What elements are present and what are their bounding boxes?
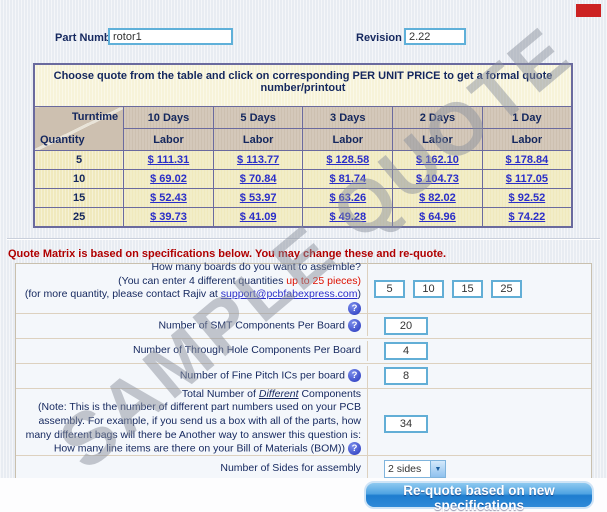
column-header-3-days: 3 Days [302, 106, 394, 129]
price-link[interactable]: $ 117.05 [505, 173, 548, 185]
sides-select-value: 2 sides [388, 462, 422, 475]
price-link[interactable]: $ 53.97 [239, 192, 277, 204]
different-components-row: Total Number of Different Components (No… [16, 384, 591, 460]
smt-components-label: Number of SMT Components Per Board? [16, 316, 368, 336]
max-pieces-warning: up to 25 pieces) [286, 274, 361, 287]
red-marker [576, 4, 601, 17]
fine-pitch-ics-label: Number of Fine Pitch ICs per board? [16, 366, 368, 386]
quantity-cell: 25 [33, 207, 125, 227]
quantity-input-4[interactable] [491, 279, 522, 298]
price-link[interactable]: $ 64.96 [419, 210, 456, 223]
turntime-label: Turntime [71, 111, 119, 123]
price-link[interactable]: $ 92.52 [508, 192, 546, 204]
price-link[interactable]: $ 70.84 [239, 173, 277, 185]
quantity-cell: 10 [33, 169, 125, 189]
different-components-input[interactable] [384, 414, 428, 433]
price-link[interactable]: $ 39.73 [150, 210, 187, 223]
fine-pitch-ics-input[interactable] [384, 367, 428, 385]
quantity-label: Quantity [40, 134, 85, 146]
table-row: 5 $ 111.31 $ 113.77 $ 128.58 $ 162.10 $ … [33, 150, 573, 170]
table-row: 25 $ 39.73 $ 41.09 $ 49.28 $ 64.96 $ 74.… [33, 207, 573, 227]
quantity-cell: 5 [33, 150, 125, 170]
support-email-link[interactable]: support@pcbfabexpress.com [220, 288, 358, 301]
smt-components-input[interactable] [384, 317, 428, 335]
table-row: 10 $ 69.02 $ 70.84 $ 81.74 $ 104.73 $ 11… [33, 169, 573, 189]
price-link[interactable]: $ 162.10 [416, 154, 459, 166]
revision-input[interactable] [404, 28, 466, 45]
smt-components-row: Number of SMT Components Per Board? [16, 314, 591, 339]
price-link[interactable]: $ 49.28 [329, 210, 367, 223]
price-link[interactable]: $ 178.84 [505, 154, 549, 166]
different-components-label: Total Number of Different Components (No… [16, 384, 368, 460]
quantity-input-1[interactable] [374, 279, 405, 298]
column-header-2-days: 2 Days [392, 106, 483, 129]
help-icon[interactable]: ? [348, 302, 361, 315]
quantity-cell: 15 [33, 188, 125, 208]
price-link[interactable]: $ 104.73 [416, 173, 459, 185]
different-components-note: (Note: This is the number of different p… [25, 401, 361, 455]
price-link[interactable]: $ 41.09 [239, 210, 277, 223]
through-hole-components-row: Number of Through Hole Components Per Bo… [16, 339, 591, 364]
revision-label: Revision [356, 32, 402, 44]
quote-matrix-notice: Quote Matrix is based on specifications … [8, 248, 447, 260]
sides-for-assembly-label: Number of Sides for assembly [16, 458, 368, 479]
column-header-5-days: 5 Days [212, 106, 304, 129]
boards-quantity-row: How many boards do you want to assemble?… [16, 258, 591, 319]
table-row: 15 $ 52.43 $ 53.97 $ 63.26 $ 82.02 $ 92.… [33, 188, 573, 208]
price-link[interactable]: $ 113.77 [237, 154, 280, 166]
fine-pitch-ics-row: Number of Fine Pitch ICs per board? [16, 364, 591, 389]
help-icon[interactable]: ? [348, 369, 361, 383]
price-link[interactable]: $ 82.02 [419, 192, 456, 204]
quantity-input-2[interactable] [413, 279, 444, 298]
price-link[interactable]: $ 69.02 [150, 173, 187, 185]
sides-select[interactable]: 2 sides ▼ [384, 459, 446, 478]
table-instruction: Choose quote from the table and click on… [33, 63, 573, 107]
help-icon[interactable]: ? [348, 319, 361, 333]
through-hole-components-input[interactable] [384, 342, 428, 360]
labor-subheader: Labor [212, 128, 304, 151]
column-header-10-days: 10 Days [123, 106, 214, 129]
price-link[interactable]: $ 111.31 [147, 154, 190, 166]
price-link[interactable]: $ 74.22 [508, 210, 546, 223]
through-hole-components-label: Number of Through Hole Components Per Bo… [16, 341, 368, 361]
boards-quantity-label: How many boards do you want to assemble?… [16, 258, 368, 319]
price-link[interactable]: $ 63.26 [329, 192, 367, 204]
specifications-form: How many boards do you want to assemble?… [15, 258, 592, 482]
price-link[interactable]: $ 52.43 [150, 192, 187, 204]
labor-subheader: Labor [123, 128, 214, 151]
price-link[interactable]: $ 81.74 [329, 173, 367, 185]
column-header-1-day: 1 Day [481, 106, 573, 129]
labor-subheader: Labor [481, 128, 573, 151]
turntime-quantity-corner-cell: Turntime Quantity [33, 106, 125, 151]
quantity-input-3[interactable] [452, 279, 483, 298]
labor-subheader: Labor [302, 128, 394, 151]
requote-button[interactable]: Re-quote based on new specifications [364, 481, 594, 512]
divider [7, 238, 600, 240]
part-number-label: Part Number [55, 32, 122, 44]
sides-for-assembly-row: Number of Sides for assembly 2 sides ▼ [16, 456, 591, 481]
part-number-input[interactable] [108, 28, 233, 45]
quote-matrix-table: Choose quote from the table and click on… [33, 63, 573, 228]
help-icon[interactable]: ? [348, 442, 361, 456]
labor-subheader: Labor [392, 128, 483, 151]
price-link[interactable]: $ 128.58 [326, 154, 370, 166]
chevron-down-icon[interactable]: ▼ [430, 460, 445, 477]
